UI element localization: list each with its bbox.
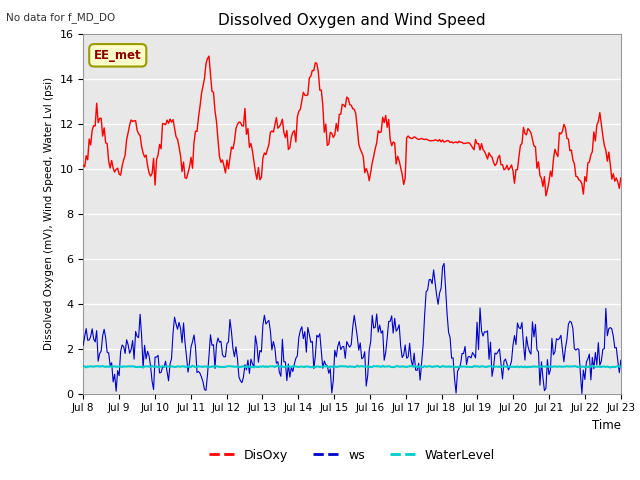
Title: Dissolved Oxygen and Wind Speed: Dissolved Oxygen and Wind Speed — [218, 13, 486, 28]
X-axis label: Time: Time — [592, 419, 621, 432]
Y-axis label: Dissolved Oxygen (mV), Wind Speed, Water Lvl (psi): Dissolved Oxygen (mV), Wind Speed, Water… — [44, 77, 54, 350]
Text: No data for f_MD_DO: No data for f_MD_DO — [6, 12, 116, 23]
Legend: DisOxy, ws, WaterLevel: DisOxy, ws, WaterLevel — [204, 444, 500, 467]
Text: EE_met: EE_met — [94, 49, 141, 62]
